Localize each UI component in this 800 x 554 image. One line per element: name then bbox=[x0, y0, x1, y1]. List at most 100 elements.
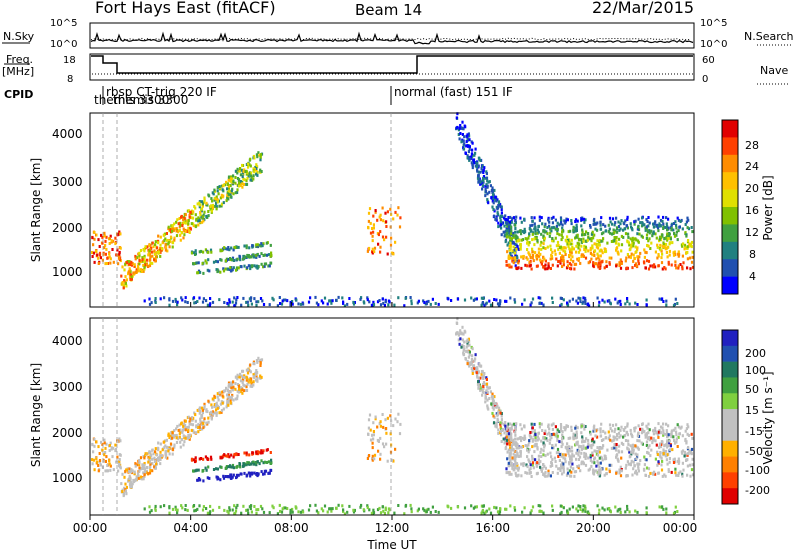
power-cell bbox=[584, 239, 587, 243]
power-cell bbox=[371, 251, 374, 255]
velocity-cell bbox=[256, 450, 259, 454]
power-cell bbox=[488, 190, 491, 194]
velocity-cell bbox=[541, 429, 544, 432]
power-cell bbox=[691, 255, 694, 259]
power-cell bbox=[174, 297, 177, 301]
power-cell bbox=[159, 235, 162, 239]
power-cell bbox=[326, 302, 329, 306]
velocity-cell bbox=[587, 443, 590, 447]
velocity-cell bbox=[246, 371, 250, 375]
velocity-cell bbox=[143, 456, 146, 460]
power-cell bbox=[198, 219, 201, 223]
velocity-cell bbox=[112, 446, 115, 450]
power-cell bbox=[570, 263, 573, 267]
velocity-cell bbox=[234, 509, 238, 513]
velocity-cell bbox=[657, 430, 660, 434]
velocity-cell bbox=[179, 440, 182, 444]
colorbar-swatch bbox=[722, 224, 738, 243]
power-cell bbox=[645, 303, 648, 307]
velocity-cell bbox=[665, 511, 668, 515]
power-cell bbox=[393, 303, 396, 307]
power-cell bbox=[597, 254, 600, 258]
x-tick-2000: 20:00 bbox=[576, 521, 611, 535]
power-cell bbox=[539, 243, 542, 247]
power-cell bbox=[663, 237, 666, 241]
power-cell bbox=[674, 297, 677, 301]
velocity-cell bbox=[667, 468, 670, 472]
power-cell bbox=[224, 267, 227, 271]
velocity-cell bbox=[179, 430, 182, 434]
velocity-cell bbox=[626, 424, 629, 428]
power-cell bbox=[509, 232, 512, 236]
power-cell bbox=[164, 248, 167, 252]
velocity-cell bbox=[515, 462, 519, 466]
velocity-cell bbox=[410, 510, 413, 514]
power-cell bbox=[543, 257, 546, 261]
velocity-cell bbox=[265, 461, 268, 464]
power-cell bbox=[227, 187, 230, 191]
power-cell bbox=[575, 250, 578, 254]
velocity-cell bbox=[591, 451, 594, 455]
velocity-cell bbox=[271, 504, 274, 508]
velocity-cell bbox=[513, 463, 517, 467]
velocity-cell bbox=[556, 428, 559, 432]
velocity-cell bbox=[608, 463, 611, 467]
power-cell bbox=[372, 303, 376, 307]
velocity-cell bbox=[237, 453, 240, 456]
power-cell bbox=[556, 264, 559, 268]
x-tick-1200: 12:00 bbox=[375, 521, 410, 535]
power-colorbar-title: Power [dB] bbox=[761, 175, 775, 240]
power-cell bbox=[569, 258, 572, 262]
velocity-cell bbox=[571, 462, 574, 466]
velocity-cell bbox=[534, 438, 537, 442]
velocity-cell bbox=[461, 338, 464, 342]
power-cell bbox=[691, 265, 695, 269]
velocity-cell bbox=[235, 506, 238, 510]
power-cell bbox=[281, 299, 284, 303]
velocity-cell bbox=[628, 455, 631, 459]
velocity-cell bbox=[532, 466, 535, 470]
velocity-cell bbox=[582, 504, 585, 508]
power-cell bbox=[513, 298, 516, 302]
power-cell bbox=[679, 263, 682, 266]
velocity-cell bbox=[636, 446, 640, 450]
power-cell bbox=[645, 218, 648, 222]
power-cell bbox=[629, 237, 632, 241]
power-cell bbox=[521, 229, 524, 233]
velocity-cell bbox=[138, 463, 141, 466]
velocity-cell bbox=[624, 510, 627, 514]
power-cell bbox=[130, 260, 133, 264]
power-cell bbox=[215, 201, 218, 205]
power-cell bbox=[657, 215, 660, 219]
power-cell bbox=[500, 226, 503, 230]
power-cell bbox=[171, 245, 174, 249]
velocity-cell bbox=[474, 357, 477, 361]
velocity-cell bbox=[139, 467, 142, 471]
power-cell bbox=[474, 147, 477, 151]
power-cell bbox=[610, 240, 613, 243]
power-cell bbox=[468, 147, 471, 151]
velocity-cell bbox=[577, 464, 581, 468]
power-cell bbox=[390, 251, 393, 255]
velocity-cell bbox=[622, 435, 625, 439]
power-cell bbox=[672, 222, 675, 225]
power-cell bbox=[637, 225, 640, 229]
power-cell bbox=[541, 259, 544, 263]
power-cell bbox=[505, 232, 508, 235]
velocity-cell bbox=[257, 356, 260, 360]
power-cell bbox=[118, 252, 121, 256]
power-cell bbox=[654, 265, 657, 269]
velocity-cell bbox=[376, 508, 380, 512]
power-cell bbox=[665, 222, 668, 226]
velocity-cell bbox=[184, 419, 187, 423]
power-cell bbox=[593, 249, 597, 253]
power-cell bbox=[673, 234, 677, 238]
power-cell bbox=[492, 201, 495, 205]
power-cell bbox=[615, 264, 618, 268]
power-cell bbox=[515, 247, 518, 251]
power-cell bbox=[546, 267, 549, 271]
velocity-cell bbox=[565, 424, 568, 428]
velocity-cell bbox=[575, 457, 578, 461]
velocity-cell bbox=[491, 401, 494, 405]
velocity-cell bbox=[516, 453, 519, 457]
